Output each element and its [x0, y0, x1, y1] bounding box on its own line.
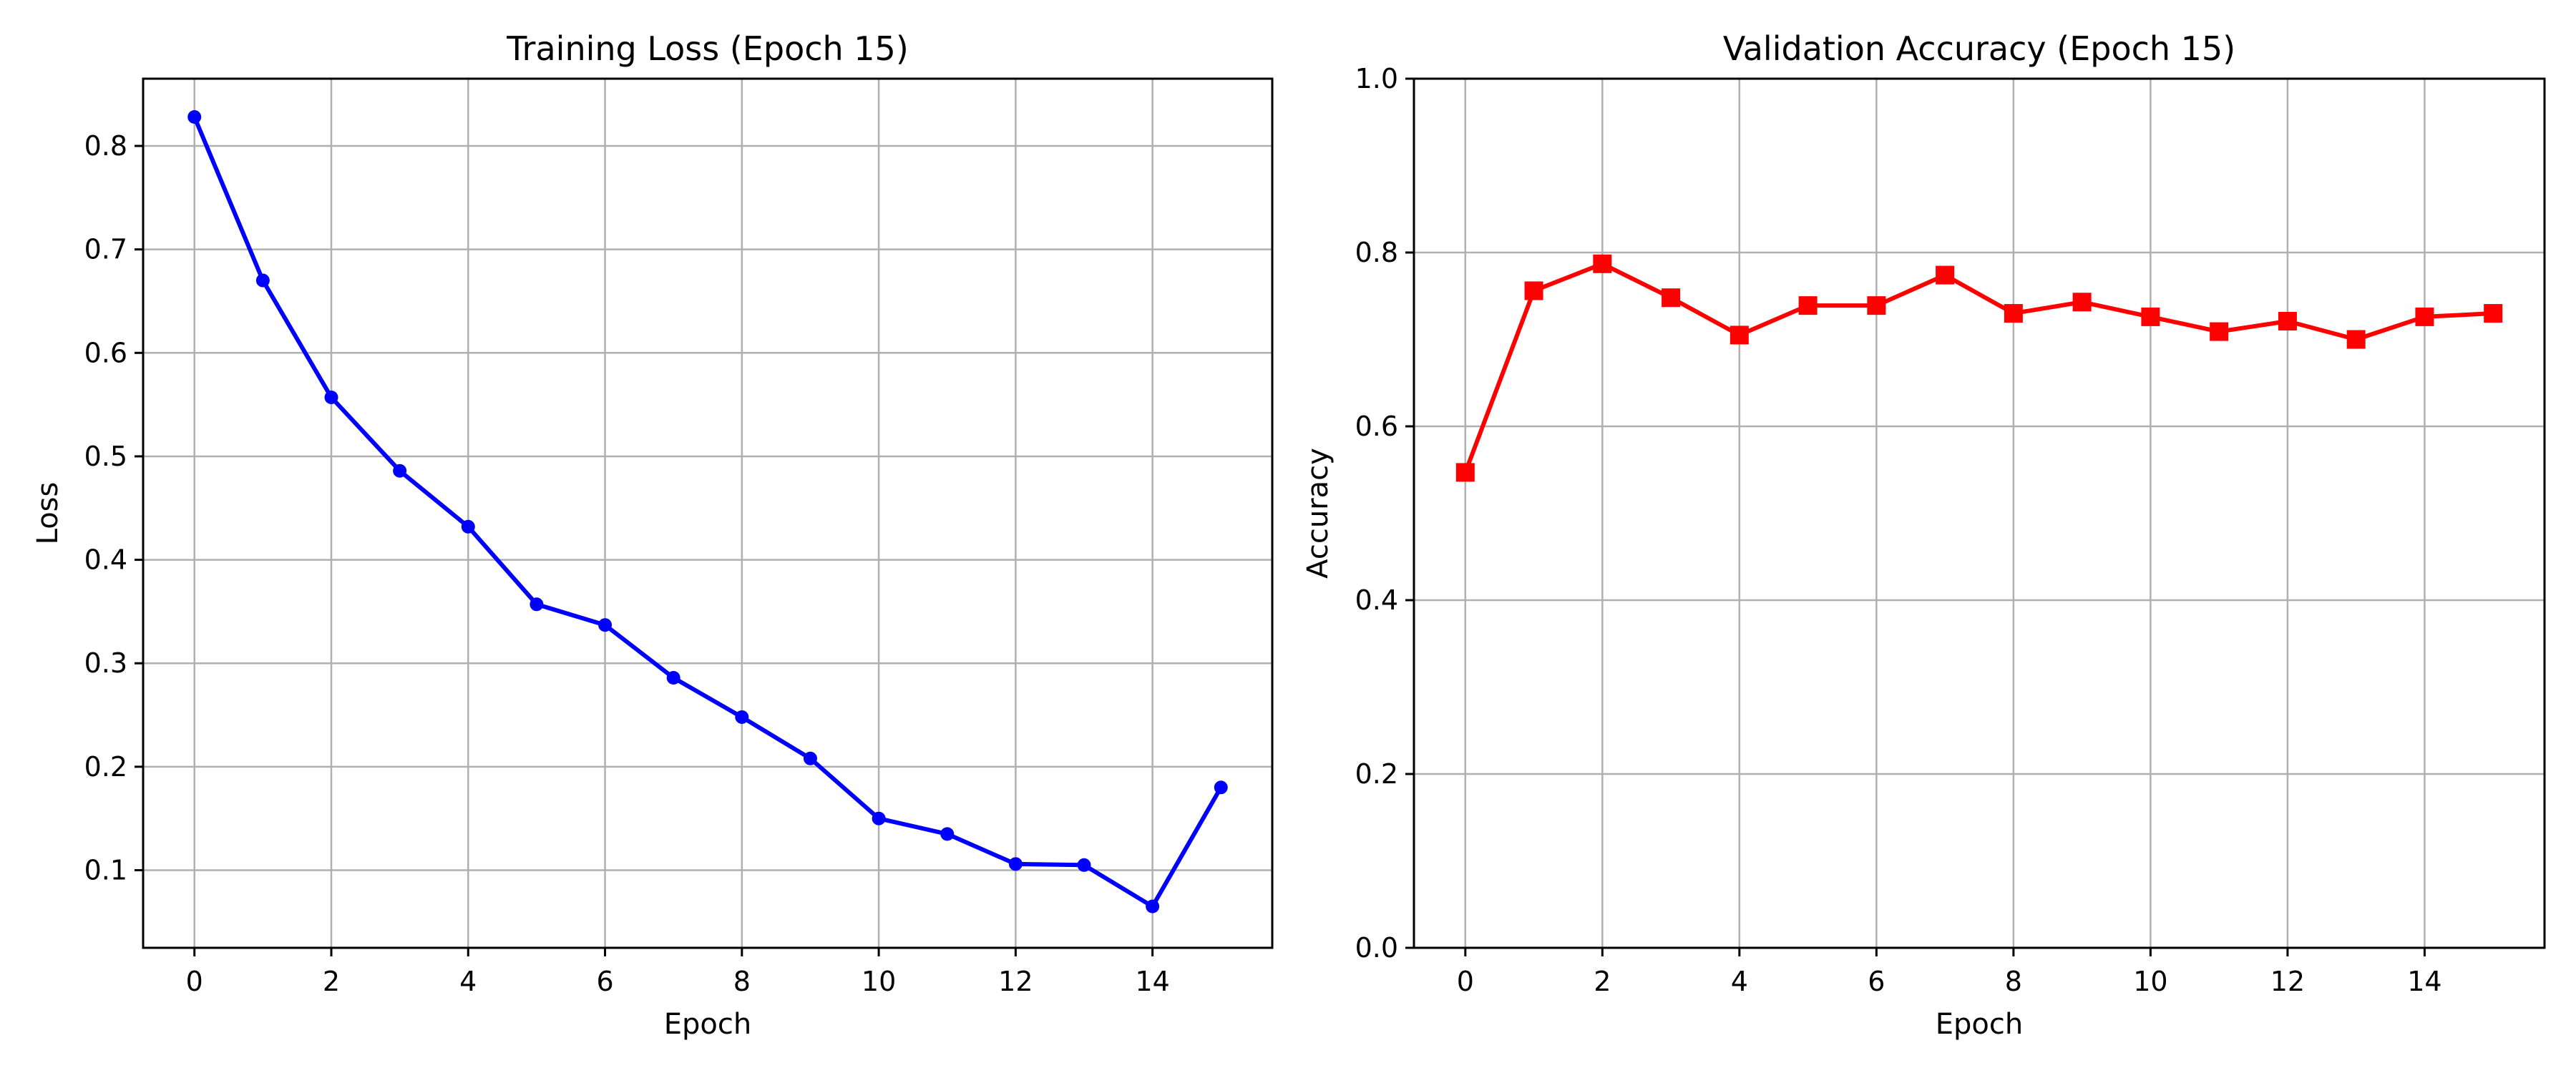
- training-loss-chart: 0 2 4 6 8 10 12 14 0.1 0.2 0.3 0.4 0.5 0.6 0.7 0.8 Train…: [31, 29, 1274, 1041]
- training-loss-y-tick-label: 0.6: [84, 337, 127, 368]
- validation-accuracy-y-tick-label: 1.0: [1355, 63, 1398, 94]
- training-loss-x-tick-label: 10: [862, 966, 896, 997]
- training-loss-data-point: [872, 811, 886, 825]
- validation-accuracy-y-tick-label: 0.0: [1355, 932, 1398, 964]
- validation-accuracy-data-point: [1867, 296, 1886, 315]
- validation-accuracy-data-point: [1524, 281, 1543, 300]
- training-loss-x-tick-label: 14: [1135, 966, 1169, 997]
- training-loss-x-tick-label: 0: [186, 966, 203, 997]
- validation-accuracy-data-point: [2210, 322, 2229, 341]
- training-loss-series-line: [192, 114, 1224, 909]
- training-loss-data-point: [803, 751, 817, 765]
- validation-accuracy-data-point: [1798, 296, 1818, 315]
- training-loss-y-tick-label: 0.7: [84, 234, 127, 265]
- training-loss-y-tick-label: 0.2: [84, 751, 127, 783]
- training-loss-data-point: [1077, 858, 1091, 872]
- validation-accuracy-series-line: [1463, 261, 2496, 475]
- training-loss-x-tick-label: 2: [323, 966, 340, 997]
- training-loss-title: Training Loss (Epoch 15): [506, 29, 909, 68]
- training-loss-data-point: [940, 827, 955, 841]
- training-loss-data-point: [735, 710, 749, 724]
- validation-accuracy-x-tick-label: 2: [1594, 966, 1611, 997]
- validation-accuracy-x-tick-label: 8: [2005, 966, 2022, 997]
- validation-accuracy-x-tick-label: 6: [1868, 966, 1885, 997]
- validation-accuracy-x-tick-label: 0: [1457, 966, 1474, 997]
- training-loss-data-point: [393, 464, 407, 478]
- validation-accuracy-y-axis-label: Accuracy: [1302, 448, 1335, 579]
- validation-accuracy-data-point: [2141, 307, 2160, 326]
- training-loss-data-point: [666, 670, 680, 685]
- training-loss-data-point: [530, 597, 544, 612]
- validation-accuracy-chart: 0 2 4 6 8 10 12 14 0.0 0.2 0.4 0.6 0.8 1.0 Validation …: [1302, 29, 2546, 1041]
- validation-accuracy-y-tick-label: 0.6: [1355, 411, 1398, 442]
- validation-accuracy-data-point: [1662, 288, 1681, 308]
- validation-accuracy-plot-frame: [1413, 77, 2546, 949]
- training-loss-data-point: [1146, 899, 1160, 913]
- training-loss-x-tick-label: 8: [733, 966, 751, 997]
- training-loss-data-point: [1008, 857, 1023, 871]
- validation-accuracy-x-tick-label: 14: [2407, 966, 2441, 997]
- validation-accuracy-y-tick-label: 0.4: [1355, 584, 1398, 616]
- validation-accuracy-x-tick-label: 10: [2133, 966, 2167, 997]
- training-loss-y-tick-label: 0.4: [84, 544, 127, 576]
- validation-accuracy-x-tick-label: 12: [2270, 966, 2305, 997]
- training-loss-x-tick-label: 4: [459, 966, 477, 997]
- validation-accuracy-data-point: [1593, 254, 1612, 273]
- training-loss-data-point: [598, 618, 613, 632]
- training-loss-data-point: [324, 391, 338, 404]
- validation-accuracy-data-point: [2278, 311, 2297, 330]
- training-loss-x-tick-label: 6: [596, 966, 613, 997]
- validation-accuracy-x-tick-label: 4: [1731, 966, 1748, 997]
- training-loss-x-tick-label: 12: [998, 966, 1033, 997]
- validation-accuracy-y-tick-label: 0.8: [1355, 237, 1398, 268]
- validation-accuracy-data-point: [2346, 330, 2366, 349]
- validation-accuracy-x-axis-label: Epoch: [1936, 1008, 2023, 1041]
- training-loss-data-point: [461, 519, 475, 534]
- training-loss-data-point: [255, 273, 270, 288]
- training-loss-x-axis-label: Epoch: [664, 1008, 751, 1041]
- validation-accuracy-data-point: [1936, 265, 1955, 285]
- training-loss-y-tick-label: 0.8: [84, 130, 127, 162]
- training-loss-y-tick-label: 0.1: [84, 855, 127, 886]
- validation-accuracy-data-point: [1729, 325, 1749, 345]
- training-loss-plot-frame: [142, 77, 1274, 949]
- validation-accuracy-y-tick-label: 0.2: [1355, 758, 1398, 790]
- validation-accuracy-data-point: [2415, 307, 2434, 326]
- validation-accuracy-data-point: [2004, 304, 2023, 323]
- training-loss-data-point: [1214, 780, 1228, 795]
- validation-accuracy-title: Validation Accuracy (Epoch 15): [1723, 29, 2235, 68]
- training-loss-y-axis-label: Loss: [31, 482, 64, 545]
- training-loss-data-point: [187, 110, 202, 124]
- validation-accuracy-data-point: [1455, 463, 1475, 482]
- training-loss-y-tick-label: 0.3: [84, 647, 127, 679]
- validation-accuracy-data-point: [2484, 304, 2503, 323]
- training-loss-y-tick-label: 0.5: [84, 441, 127, 472]
- validation-accuracy-data-point: [2072, 293, 2092, 312]
